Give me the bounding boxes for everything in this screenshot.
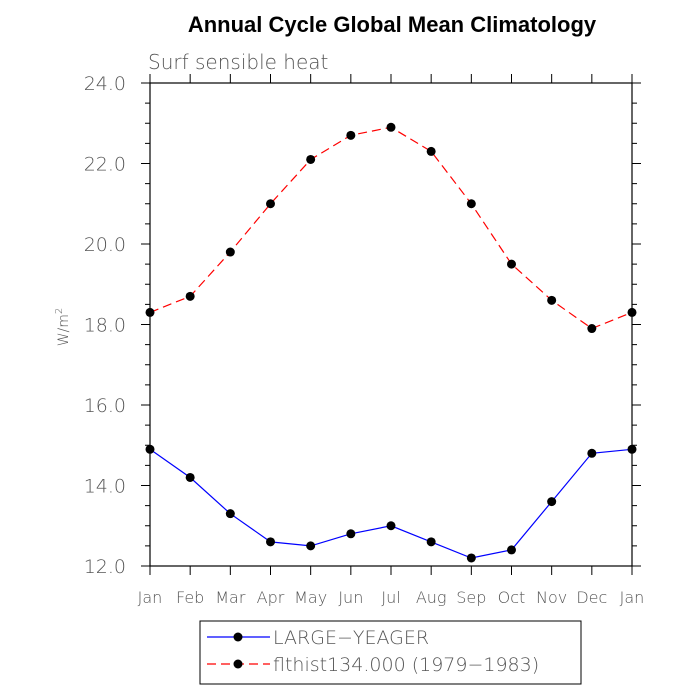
x-tick-label: Aug xyxy=(416,588,447,607)
series-2-point xyxy=(386,122,396,132)
series-1-point xyxy=(627,444,637,454)
series-1-point xyxy=(426,537,436,547)
x-tick-label: Jan xyxy=(620,588,645,607)
x-tick-label: May xyxy=(294,588,327,607)
series-1-point xyxy=(547,497,557,507)
series-2-point xyxy=(225,247,235,257)
series-layer xyxy=(145,122,637,563)
series-line-1 xyxy=(149,448,633,559)
y-tick-label: 16.0 xyxy=(84,395,126,417)
series-2-point xyxy=(627,307,637,317)
legend-box xyxy=(199,620,582,685)
series-1-point xyxy=(145,444,155,454)
y-axis-label-text: W/m xyxy=(56,314,72,346)
y-axis: 12.0 14.0 16.0 18.0 20.0 22.0 24.0 xyxy=(84,73,641,578)
series-2-point xyxy=(306,154,316,164)
series-2-point xyxy=(145,307,155,317)
y-axis-label: W/m2 xyxy=(54,308,72,347)
series-1-point xyxy=(306,541,316,551)
y-tick-label: 24.0 xyxy=(84,73,126,95)
series-1-point xyxy=(185,472,195,482)
legend: LARGE−YEAGER flthist134.000 (1979−1983) xyxy=(199,620,582,685)
series-1-point xyxy=(507,545,516,555)
series-1-point xyxy=(225,509,235,519)
x-tick-label: Oct xyxy=(498,588,526,607)
series-2-point xyxy=(346,130,356,140)
chart-title: Annual Cycle Global Mean Climatology xyxy=(188,12,597,37)
y-tick-label: 14.0 xyxy=(84,476,126,498)
series-1-point xyxy=(466,553,476,563)
series-2-point xyxy=(547,295,557,305)
x-tick-label: Jan xyxy=(138,588,163,607)
x-tick-label: Jul xyxy=(381,588,400,607)
x-tick-label: Nov xyxy=(536,588,567,607)
y-axis-label-superscript: 2 xyxy=(54,308,65,314)
series-1-point xyxy=(386,521,396,531)
x-tick-label: Feb xyxy=(176,588,204,607)
plot-frame xyxy=(149,82,633,567)
x-tick-label: Mar xyxy=(215,588,246,607)
series-1-point xyxy=(346,529,356,539)
legend-marker-1 xyxy=(233,632,243,642)
x-tick-label: Sep xyxy=(456,588,486,607)
series-2-point xyxy=(466,199,476,209)
series-2-point xyxy=(587,324,597,334)
x-tick-label: Dec xyxy=(576,588,607,607)
x-tick-label: Apr xyxy=(257,588,285,607)
legend-marker-2 xyxy=(233,659,243,669)
y-tick-label: 22.0 xyxy=(84,154,126,176)
legend-label-2: flthist134.000 (1979−1983) xyxy=(273,654,539,676)
chart-subtitle: Surf sensible heat xyxy=(148,50,328,74)
x-tick-label: Jun xyxy=(338,588,363,607)
series-1-point xyxy=(587,448,597,458)
series-line-2 xyxy=(149,126,633,330)
series-2-point xyxy=(426,146,436,156)
y-tick-label: 18.0 xyxy=(84,315,126,337)
y-tick-label: 12.0 xyxy=(84,556,126,578)
series-1-point xyxy=(266,537,275,547)
x-axis: Jan Feb Mar Apr May Jun Jul Aug Sep Oct Nov Dec Jan xyxy=(138,74,645,607)
series-2-point xyxy=(507,259,516,269)
series-2-point xyxy=(266,199,275,209)
legend-label-1: LARGE−YEAGER xyxy=(273,627,429,649)
svg-text:W/m2: W/m2 xyxy=(54,308,72,347)
series-2-point xyxy=(185,291,195,301)
y-tick-label: 20.0 xyxy=(84,234,126,256)
